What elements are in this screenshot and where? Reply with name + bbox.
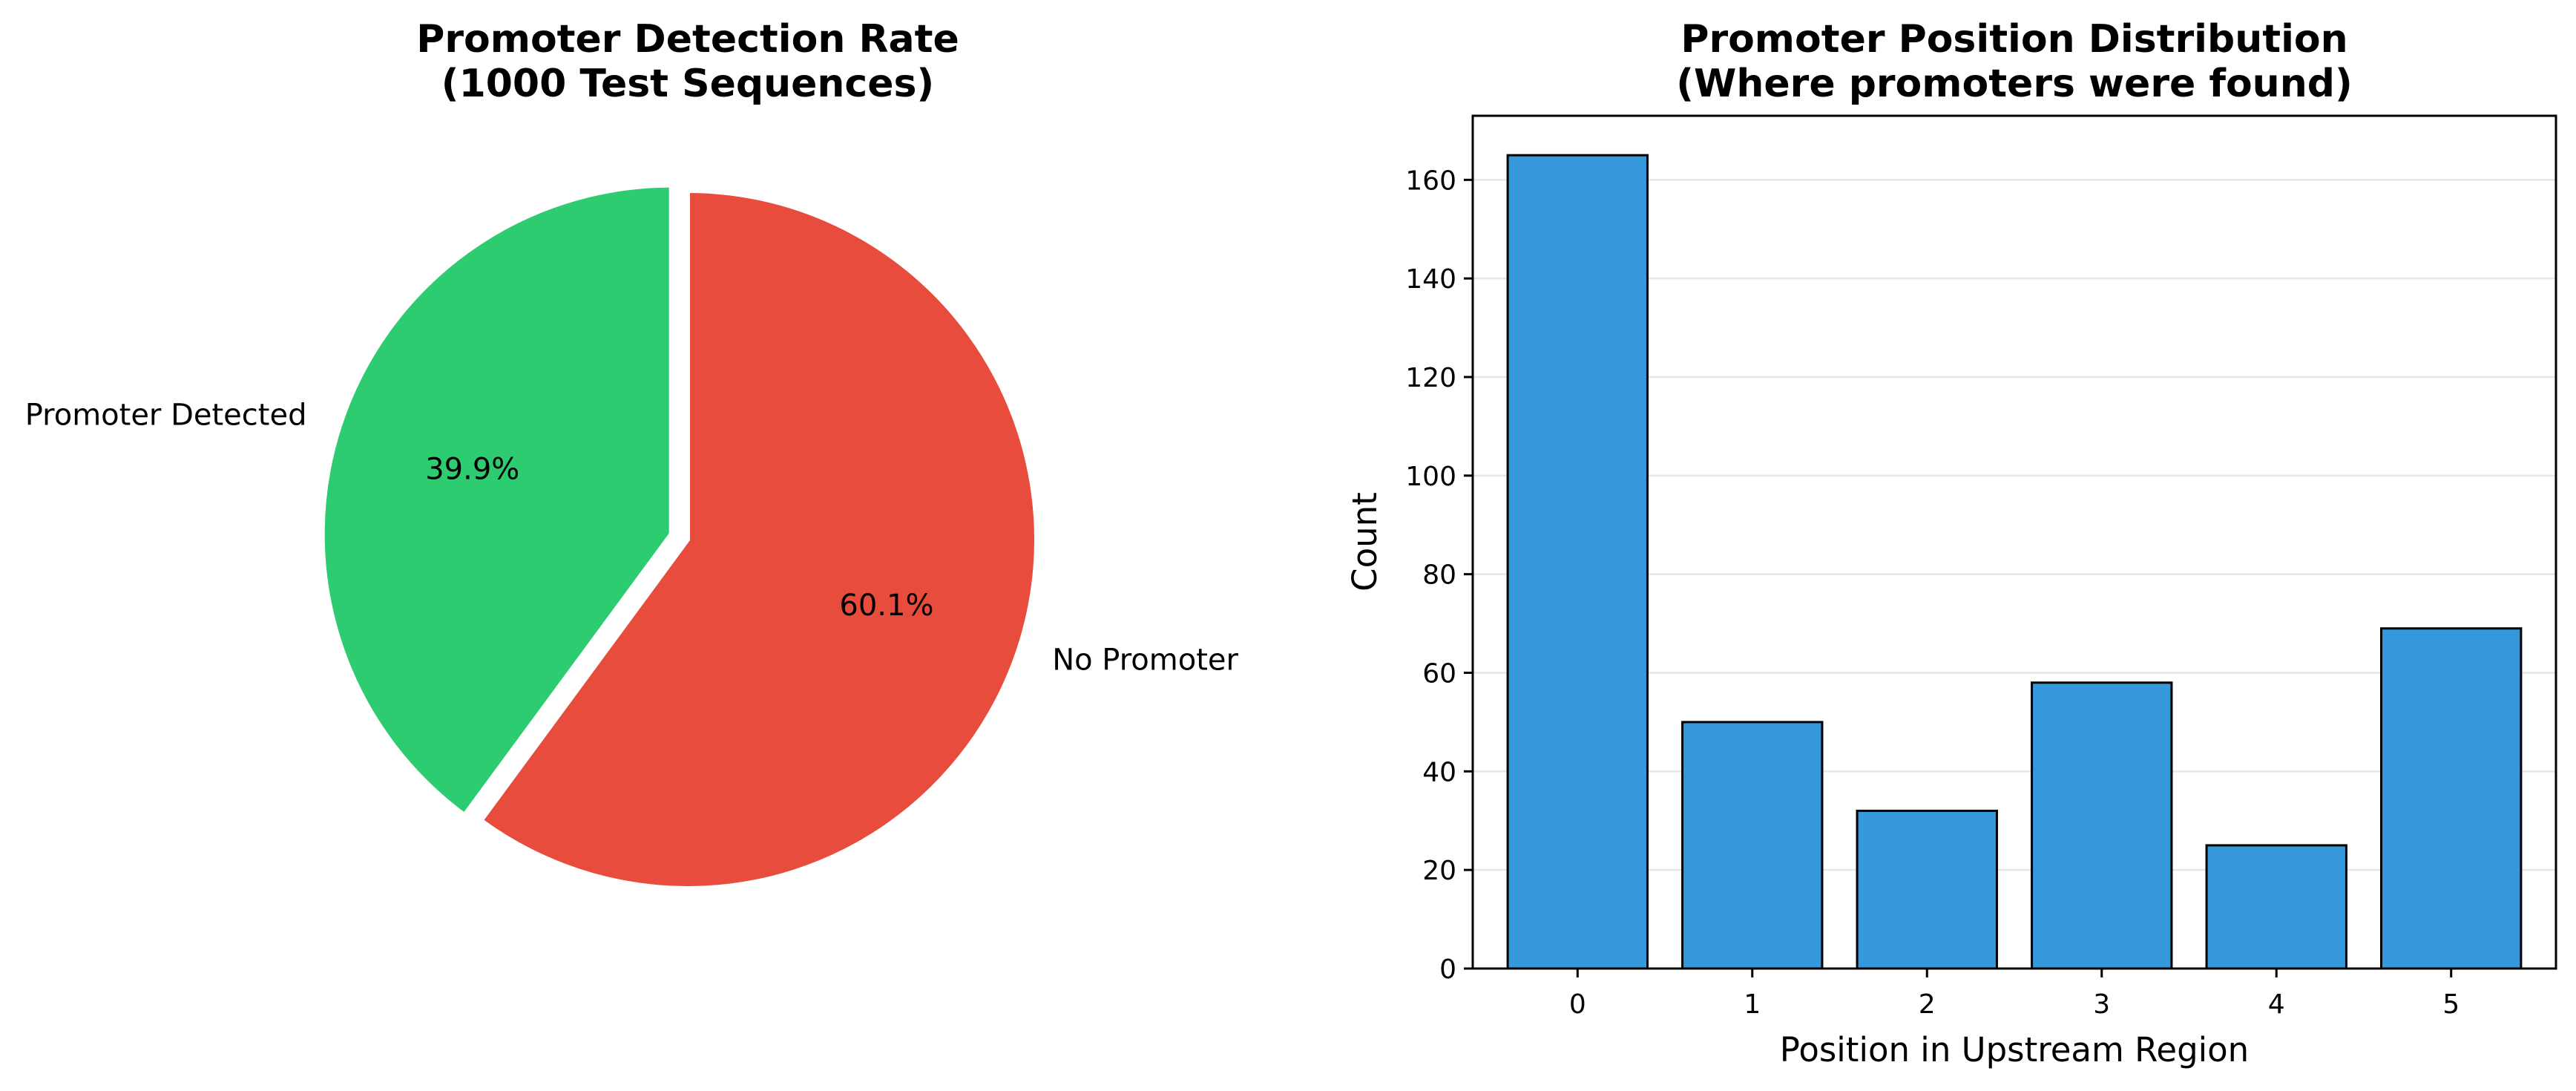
bar-4 — [2205, 844, 2347, 970]
bar-chart: Promoter Position Distribution (Where pr… — [1345, 17, 2557, 1069]
bar-5 — [2380, 627, 2523, 970]
bar-3 — [2031, 681, 2173, 970]
bar-x-tick-label-3: 3 — [2093, 989, 2110, 1020]
pie-title-line1: Promoter Detection Rate — [416, 17, 959, 62]
bar-x-axis-label: Position in Upstream Region — [1780, 1030, 2249, 1069]
bar-x-tick-label-0: 0 — [1569, 989, 1586, 1020]
pie-slices — [320, 183, 1039, 891]
bar-y-tick-label-7: 140 — [1405, 264, 1456, 295]
bar-x-tick-label-4: 4 — [2268, 989, 2285, 1020]
pie-slice-0 — [320, 183, 674, 819]
bar-title-line2: (Where promoters were found) — [1676, 62, 2352, 106]
bar-x-tick-label-1: 1 — [1744, 989, 1761, 1020]
bar-x-tick-label-2: 2 — [1919, 989, 1936, 1020]
pie-title-line2: (1000 Test Sequences) — [441, 62, 934, 106]
bar-y-tick-label-4: 80 — [1422, 560, 1456, 591]
pie-slice-1 — [478, 188, 1039, 891]
bar-y-tick-label-1: 20 — [1422, 856, 1456, 886]
pie-percent-label-0: 39.9% — [425, 453, 519, 487]
bar-title-line1: Promoter Position Distribution — [1680, 17, 2347, 62]
bar-y-tick-label-5: 100 — [1405, 462, 1456, 492]
bar-bars — [1506, 154, 2523, 970]
bar-x-tick-label-5: 5 — [2442, 989, 2460, 1020]
bar-y-tick-label-8: 160 — [1405, 166, 1456, 196]
bar-2 — [1856, 809, 1998, 970]
pie-chart: Promoter Detection Rate (1000 Test Seque… — [25, 17, 1239, 891]
bar-y-tick-label-6: 120 — [1405, 363, 1456, 393]
pie-category-label-0: Promoter Detected — [25, 398, 307, 432]
bar-y-tick-label-3: 60 — [1422, 659, 1456, 689]
bar-y-tick-label-0: 0 — [1439, 954, 1456, 985]
bar-y-ticks: 0 20 40 60 80 100 120 140 160 — [1405, 166, 1473, 985]
pie-labels: 39.9% Promoter Detected 60.1% No Promoter — [25, 398, 1239, 677]
bar-0 — [1506, 154, 1649, 970]
bar-plot-frame — [1471, 114, 2557, 970]
pie-percent-label-1: 60.1% — [839, 589, 933, 623]
bar-x-ticks: 0 1 2 3 4 5 — [1569, 969, 2460, 1020]
bar-y-tick-label-2: 40 — [1422, 757, 1456, 787]
bar-1 — [1681, 721, 1824, 970]
bar-y-axis-label: Count — [1345, 492, 1384, 592]
pie-category-label-1: No Promoter — [1052, 643, 1238, 677]
